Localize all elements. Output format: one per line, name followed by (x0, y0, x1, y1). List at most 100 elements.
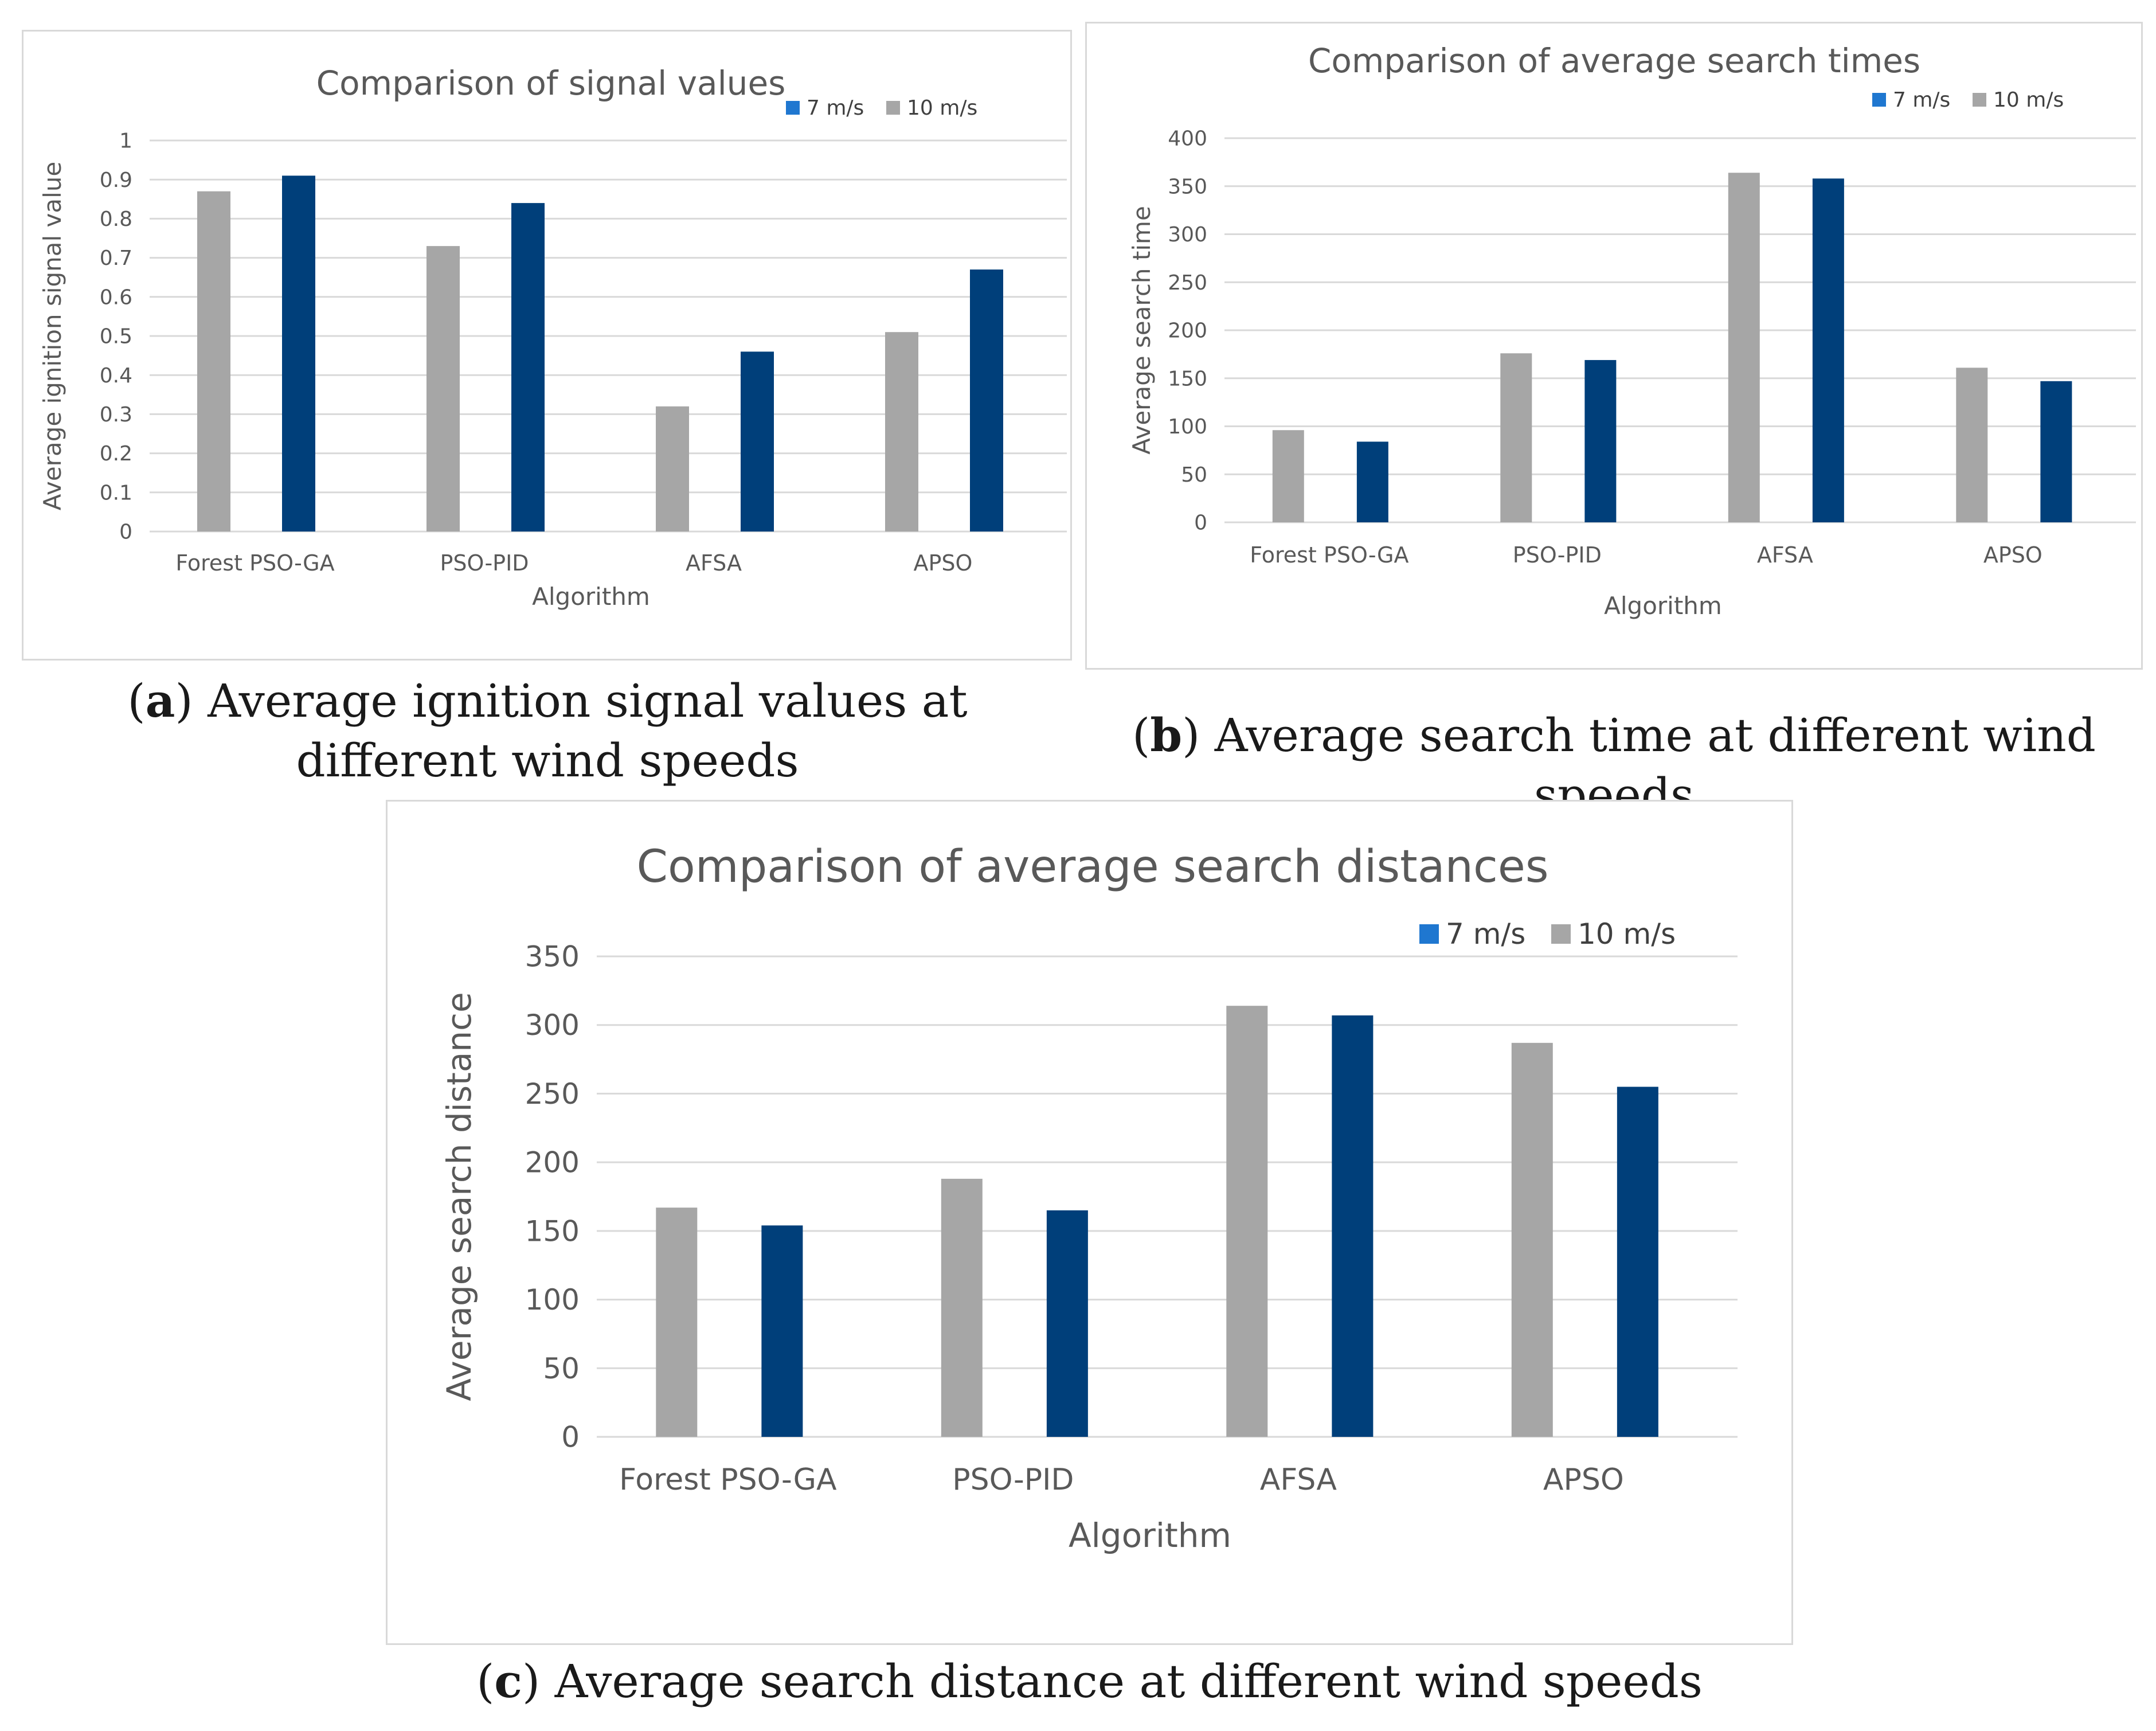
chart-panel-b: 0 50 100 150 200 250 300 350 400 Forest PSO-GA PSO… (1085, 22, 2143, 670)
y-tick-label: 0.8 (100, 208, 132, 231)
y-tick-label: 50 (543, 1352, 580, 1385)
y-tick-label: 50 (1181, 463, 1207, 487)
y-tick-label: 100 (525, 1283, 580, 1316)
bar-10ms-2 (1728, 173, 1760, 522)
y-tick-label: 0.5 (100, 325, 132, 349)
bar-7ms-1 (1046, 1210, 1088, 1437)
x-tick-label: PSO-PID (952, 1463, 1074, 1497)
caption-c-text: ) Average search distance at different w… (522, 1655, 1703, 1708)
bar-10ms-1 (941, 1178, 983, 1437)
y-tick-label: 0 (1194, 511, 1207, 535)
y-tick-label: 300 (525, 1009, 580, 1042)
bar-10ms-2 (1226, 1006, 1268, 1437)
y-tick-label: 1 (119, 130, 132, 153)
x-tick-label: Forest PSO-GA (175, 550, 334, 576)
bar-7ms-1 (511, 203, 545, 532)
legend-label: 7 m/s (1446, 917, 1525, 951)
legend-label: 10 m/s (1578, 917, 1676, 951)
x-tick-label: APSO (914, 550, 973, 576)
x-tick-label: AFSA (686, 550, 742, 576)
legend-swatch (786, 101, 800, 115)
bar-10ms-1 (1500, 353, 1532, 522)
bar-7ms-3 (2040, 381, 2072, 522)
x-tick-label: APSO (1983, 542, 2042, 568)
y-tick-label: 300 (1168, 223, 1207, 247)
bar-7ms-2 (741, 351, 774, 532)
y-tick-label: 150 (1168, 367, 1207, 390)
caption-b-letter: b (1150, 708, 1183, 762)
chart-panel-c: 0 50 100 150 200 250 300 350 Forest PSO-GA PSO-PI… (386, 800, 1793, 1645)
y-tick-label: 150 (525, 1214, 580, 1248)
y-tick-label: 0.1 (100, 481, 132, 505)
bar-10ms-3 (1511, 1042, 1553, 1437)
chart-title: Comparison of average search times (1308, 41, 1920, 80)
y-axis-label: Average search distance (440, 992, 479, 1401)
bar-10ms-3 (1956, 368, 1988, 522)
caption-b-text: ) Average search time at different wind … (1182, 709, 2096, 822)
y-axis-label: Average ignition signal value (38, 162, 66, 511)
bar-10ms-3 (885, 332, 918, 532)
legend-swatch (1419, 924, 1439, 944)
chart-title: Comparison of signal values (316, 64, 786, 103)
y-tick-label: 0.6 (100, 286, 132, 309)
y-tick-label: 0.2 (100, 442, 132, 466)
y-tick-label: 250 (1168, 271, 1207, 295)
chart-b: 0 50 100 150 200 250 300 350 400 Forest PSO-GA PSO… (1128, 41, 2136, 620)
legend-swatch (1872, 93, 1886, 107)
bar-10ms-0 (656, 1208, 698, 1437)
chart-title: Comparison of average search distances (637, 841, 1549, 893)
bar-10ms-1 (426, 246, 460, 532)
bar-10ms-0 (1272, 430, 1304, 522)
x-tick-label: APSO (1543, 1463, 1624, 1497)
chart-panel-a: 0 0.1 0.2 0.3 0.4 0.5 0.6 0.7 0.8 0.9 1 Forest PSO-… (22, 30, 1072, 661)
bar-7ms-2 (1332, 1015, 1374, 1437)
chart-a: 0 0.1 0.2 0.3 0.4 0.5 0.6 0.7 0.8 0.9 1 Forest PSO-… (38, 64, 1067, 611)
caption-a: (a) Average ignition signal values at di… (127, 674, 968, 787)
x-tick-label: AFSA (1260, 1463, 1337, 1497)
x-axis-label: Algorithm (532, 583, 650, 611)
bar-7ms-1 (1584, 360, 1617, 522)
bar-10ms-0 (197, 191, 230, 532)
bar-7ms-0 (1356, 441, 1388, 522)
caption-c-letter: c (494, 1654, 523, 1708)
y-tick-label: 0 (119, 521, 132, 544)
y-tick-label: 0.9 (100, 169, 132, 192)
caption-b: (b) Average search time at different win… (1132, 708, 2096, 822)
chart-c: 0 50 100 150 200 250 300 350 Forest PSO-GA PSO-PI… (440, 841, 1738, 1555)
legend-label: 7 m/s (1893, 88, 1950, 112)
caption-a-text: ) Average ignition signal values at diff… (175, 674, 968, 787)
y-tick-label: 200 (1168, 319, 1207, 343)
bar-7ms-2 (1812, 178, 1844, 523)
caption-c: (c) Average search distance at different… (476, 1654, 1703, 1708)
y-tick-label: 100 (1168, 415, 1207, 439)
y-tick-label: 200 (525, 1146, 580, 1179)
y-tick-label: 350 (525, 940, 580, 974)
x-tick-label: PSO-PID (440, 550, 529, 576)
y-tick-label: 250 (525, 1077, 580, 1111)
x-tick-label: AFSA (1757, 542, 1813, 568)
bar-7ms-3 (970, 269, 1003, 532)
y-tick-label: 0 (561, 1421, 580, 1454)
y-tick-label: 350 (1168, 175, 1207, 198)
y-tick-label: 0.4 (100, 364, 132, 388)
y-tick-label: 400 (1168, 127, 1207, 151)
x-axis-label: Algorithm (1604, 592, 1722, 620)
legend-label: 10 m/s (1993, 88, 2064, 112)
bar-10ms-2 (656, 406, 689, 532)
y-tick-label: 0.3 (100, 403, 132, 427)
x-tick-label: Forest PSO-GA (619, 1463, 837, 1497)
legend-swatch (886, 101, 900, 115)
y-axis-label: Average search time (1128, 206, 1156, 455)
bar-7ms-0 (282, 175, 315, 532)
x-tick-label: Forest PSO-GA (1250, 542, 1408, 568)
caption-a-letter: a (145, 674, 175, 728)
legend-swatch (1973, 93, 1986, 107)
x-tick-label: PSO-PID (1513, 542, 1602, 568)
y-tick-label: 0.7 (100, 247, 132, 270)
bar-7ms-0 (761, 1225, 803, 1437)
bar-7ms-3 (1617, 1087, 1658, 1437)
x-axis-label: Algorithm (1069, 1516, 1231, 1555)
legend-label: 7 m/s (807, 96, 864, 120)
legend-swatch (1551, 924, 1571, 944)
legend-label: 10 m/s (907, 96, 977, 120)
